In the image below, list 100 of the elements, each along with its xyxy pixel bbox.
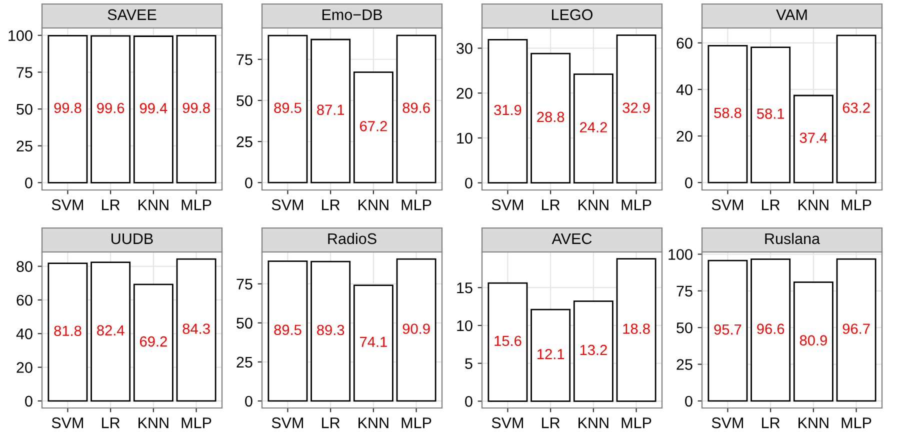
chart-title: AVEC — [552, 233, 592, 244]
bar — [573, 300, 614, 402]
chart-title: VAM — [776, 9, 807, 20]
bar — [750, 46, 791, 184]
x-tick-label: SVM — [272, 199, 304, 210]
x-tick-label: MLP — [402, 200, 432, 210]
bar — [268, 34, 308, 184]
x-tick-label: SVM — [52, 417, 84, 428]
y-tick-label: 25 — [236, 136, 252, 148]
y-tick-label: 0 — [245, 177, 252, 188]
bar — [488, 38, 528, 184]
y-tick-label: 25 — [676, 359, 692, 370]
data-label: 89.5 — [274, 102, 302, 113]
bar — [90, 262, 131, 402]
data-label: 90.9 — [402, 324, 430, 334]
y-tick-label: 40 — [676, 84, 692, 96]
y-tick-label: 50 — [676, 322, 692, 334]
x-tick-label: SVM — [492, 199, 524, 210]
bar — [353, 72, 394, 184]
bar — [793, 94, 834, 184]
x-tick-label: KNN — [138, 418, 168, 428]
data-label: 89.5 — [274, 324, 302, 336]
bar — [573, 74, 614, 184]
x-tick-label: MLP — [622, 418, 652, 428]
data-label: 69.2 — [140, 336, 167, 347]
y-tick-label: 50 — [236, 318, 252, 329]
y-tick-label: 0 — [685, 396, 692, 407]
y-tick-label: 30 — [456, 43, 472, 54]
bar — [48, 262, 88, 402]
chart-title: Ruslana — [765, 232, 820, 244]
data-label: 12.1 — [537, 348, 564, 360]
bar — [708, 260, 748, 402]
bar — [488, 282, 528, 402]
bar — [353, 284, 394, 402]
x-tick-label: MLP — [182, 200, 212, 210]
data-label: 80.9 — [800, 335, 827, 346]
y-tick-label: 0 — [465, 396, 472, 407]
data-label: 24.2 — [580, 122, 607, 132]
data-label: 74.1 — [360, 336, 387, 347]
chart-title: RadioS — [328, 232, 376, 244]
bar — [793, 282, 834, 402]
y-tick-label: 0 — [245, 396, 252, 407]
x-tick-label: LR — [102, 418, 120, 428]
y-tick-label: 80 — [16, 261, 32, 272]
y-tick-label: 10 — [457, 320, 472, 332]
bar — [133, 284, 174, 402]
data-label: 32.9 — [622, 102, 650, 113]
data-label: 67.2 — [360, 120, 387, 132]
x-tick-label: LR — [322, 200, 340, 210]
bar — [310, 260, 351, 402]
data-label: 81.8 — [54, 326, 82, 336]
x-tick-label: KNN — [358, 200, 388, 210]
data-label: 82.4 — [97, 325, 124, 336]
bar — [616, 258, 656, 402]
bar — [310, 38, 351, 184]
bar — [616, 34, 656, 184]
y-tick-label: 100 — [8, 30, 32, 42]
y-tick-label: 50 — [16, 104, 32, 115]
data-label: 31.9 — [494, 104, 522, 116]
data-label: 99.6 — [97, 102, 124, 114]
y-tick-label: 5 — [465, 358, 472, 370]
data-label: 95.7 — [714, 324, 742, 335]
x-tick-label: MLP — [842, 200, 872, 210]
data-label: 58.8 — [714, 108, 742, 118]
bar — [396, 34, 436, 184]
y-tick-label: 10 — [457, 132, 472, 144]
data-label: 87.1 — [317, 104, 344, 115]
bar — [836, 258, 876, 402]
data-label: 37.4 — [800, 132, 828, 143]
data-label: 99.8 — [54, 102, 82, 114]
y-tick-label: 25 — [236, 356, 252, 368]
data-label: 84.3 — [182, 324, 210, 334]
y-tick-label: 25 — [16, 140, 32, 152]
x-tick-label: LR — [762, 200, 780, 210]
x-tick-label: SVM — [52, 199, 84, 210]
chart-title: LEGO — [552, 9, 592, 20]
data-label: 99.8 — [182, 102, 210, 114]
data-label: 28.8 — [537, 112, 564, 122]
data-label: 89.6 — [402, 102, 430, 113]
x-tick-label: KNN — [578, 418, 608, 428]
y-tick-label: 15 — [457, 282, 472, 294]
y-tick-label: 20 — [16, 362, 32, 373]
data-label: 99.4 — [140, 103, 168, 114]
x-tick-label: MLP — [402, 418, 432, 428]
data-label: 15.6 — [494, 336, 522, 346]
y-tick-label: 75 — [676, 286, 692, 297]
x-tick-label: LR — [762, 418, 780, 428]
x-tick-label: KNN — [358, 418, 388, 428]
y-tick-label: 75 — [16, 67, 32, 78]
x-tick-label: KNN — [138, 200, 168, 210]
y-tick-label: 75 — [236, 278, 252, 290]
y-tick-label: 60 — [16, 294, 32, 306]
y-tick-label: 0 — [25, 178, 32, 188]
data-label: 58.1 — [756, 108, 784, 119]
x-tick-label: LR — [542, 418, 560, 428]
y-tick-label: 0 — [465, 178, 472, 189]
x-tick-label: SVM — [492, 417, 524, 428]
y-tick-label: 0 — [685, 177, 692, 188]
bar — [836, 34, 876, 184]
x-tick-label: KNN — [578, 200, 608, 210]
